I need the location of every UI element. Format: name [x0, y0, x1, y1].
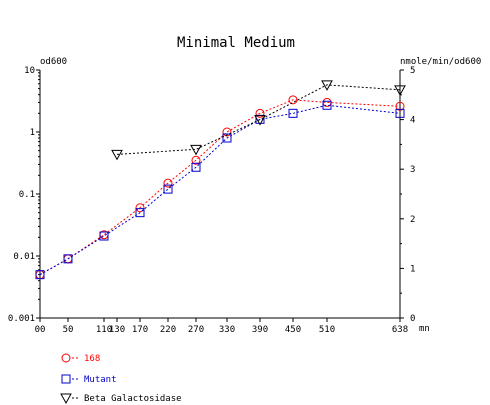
- x-tick-label: 00: [35, 325, 46, 335]
- y-right-label: nmole/min/od600: [400, 57, 481, 67]
- series-line: [39, 104, 401, 276]
- x-tick-label: 130: [109, 325, 125, 335]
- x-tick-label: 390: [252, 325, 268, 335]
- data-point: [135, 208, 145, 218]
- data-point: [190, 144, 202, 156]
- data-point: [395, 108, 405, 118]
- y-left-ticks: 10 1 0.1 0.01 0.001: [8, 66, 40, 324]
- data-point: [111, 149, 123, 161]
- data-point: [322, 100, 332, 110]
- x-tick-label: 50: [63, 325, 74, 335]
- x-tick-label: 330: [219, 325, 235, 335]
- y-left-label: od600: [40, 57, 67, 67]
- x-tick-label: 450: [285, 325, 301, 335]
- y-left-tick-label: 10: [24, 66, 35, 76]
- y-left-tick-label: 0.01: [13, 252, 35, 262]
- x-tick-label: 220: [160, 325, 176, 335]
- series-0: [35, 95, 405, 280]
- legend-label: Mutant: [84, 375, 117, 385]
- data-point: [255, 108, 265, 118]
- data-point: [163, 184, 173, 194]
- data-point: [191, 162, 201, 172]
- series-2: [111, 80, 406, 161]
- data-point: [222, 133, 232, 143]
- legend-marker: [61, 374, 71, 384]
- data-point: [135, 203, 145, 213]
- data-point: [35, 270, 45, 280]
- data-point: [395, 101, 405, 111]
- y-right-tick-label: 5: [410, 66, 415, 76]
- data-point: [321, 80, 333, 91]
- x-axis-label: mn: [419, 324, 430, 334]
- data-point: [99, 231, 109, 241]
- y-left-tick-label: 0.001: [8, 314, 35, 324]
- x-tick-label: 270: [188, 325, 204, 335]
- y-right-tick-label: 2: [410, 215, 415, 225]
- x-tick-label: 638: [392, 325, 408, 335]
- series-line: [39, 99, 401, 276]
- y-left-tick-label: 1: [30, 128, 35, 138]
- legend-item: Mutant: [61, 374, 117, 385]
- data-point: [288, 108, 298, 118]
- x-tick-label: 510: [319, 325, 335, 335]
- legend-marker: [60, 393, 72, 405]
- legend: 168 Mutant Beta Galactosidase: [60, 353, 182, 405]
- y-right-ticks: 5 4 3 2 1 0: [400, 66, 415, 324]
- y-left-tick-label: 0.1: [19, 190, 35, 200]
- legend-item: 168: [61, 353, 100, 364]
- y-right-tick-label: 0: [410, 314, 415, 324]
- series-layer: [35, 80, 406, 280]
- chart-title: Minimal Medium: [177, 35, 295, 51]
- data-point: [288, 95, 298, 105]
- x-tick-label: 110: [96, 325, 112, 335]
- data-point: [191, 155, 201, 165]
- series-line: [116, 84, 401, 155]
- y-right-tick-label: 1: [410, 264, 415, 274]
- data-point: [163, 178, 173, 188]
- legend-marker: [61, 353, 71, 363]
- y-right-tick-label: 3: [410, 165, 415, 175]
- series-1: [35, 100, 405, 280]
- x-tick-label: 170: [132, 325, 148, 335]
- data-point: [394, 85, 406, 96]
- legend-label: Beta Galactosidase: [84, 394, 182, 404]
- data-point: [222, 127, 232, 137]
- legend-item: Beta Galactosidase: [60, 393, 182, 405]
- data-point: [63, 254, 73, 264]
- data-point: [254, 115, 266, 126]
- legend-label: 168: [84, 354, 100, 364]
- y-right-tick-label: 4: [410, 116, 415, 126]
